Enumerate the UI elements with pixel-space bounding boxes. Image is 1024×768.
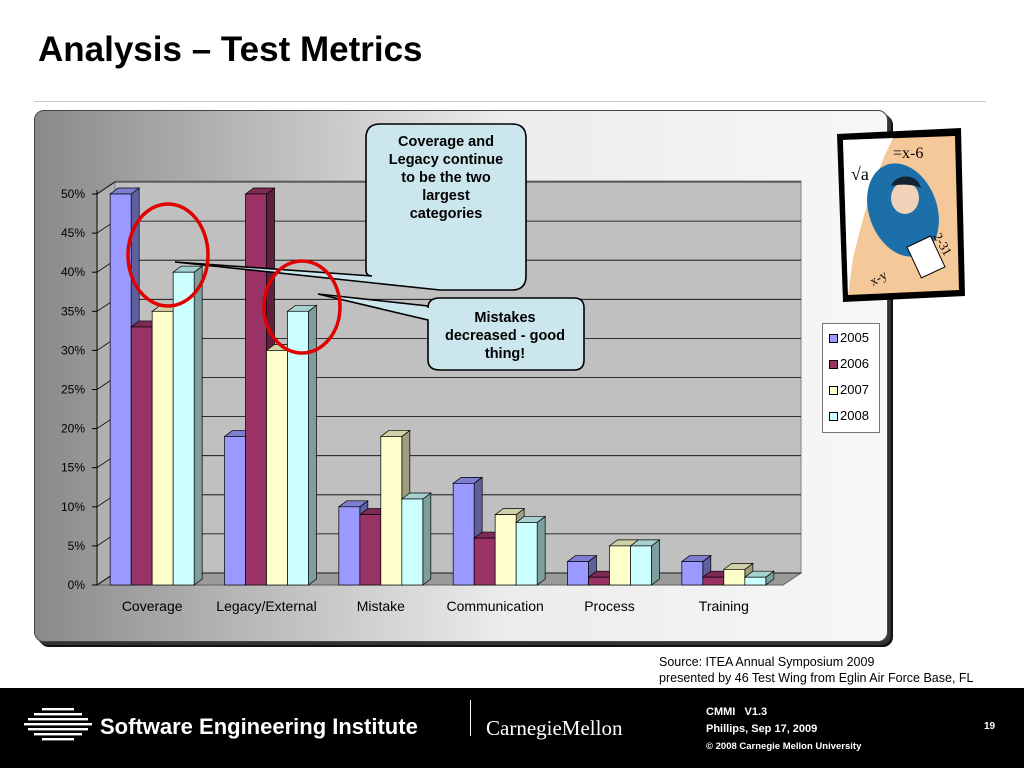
callout-line: decreased - good bbox=[444, 328, 566, 344]
bar-front bbox=[494, 514, 517, 586]
bars bbox=[109, 187, 775, 586]
x-tick-label: Training bbox=[699, 598, 749, 614]
legend-swatch bbox=[829, 412, 838, 421]
bar-front bbox=[287, 310, 309, 586]
x-tick-label: Legacy/External bbox=[216, 598, 316, 614]
callout-line: Legacy continue bbox=[388, 152, 504, 168]
bar-2008-coverage bbox=[172, 265, 204, 586]
legend-label: 2007 bbox=[840, 382, 869, 397]
y-tick-label: 15% bbox=[61, 461, 85, 475]
y-tick-label: 5% bbox=[68, 539, 86, 553]
title-divider bbox=[34, 101, 986, 102]
bar-chart: 0% 5% 10% 15% 20% 25% 30% 35% 40% 45% 50% Coverage… bbox=[61, 123, 803, 614]
bar-front bbox=[172, 271, 195, 586]
bar-front bbox=[359, 514, 382, 586]
footer-bar: Software Engineering Institute CarnegieM… bbox=[0, 688, 1024, 768]
y-axis-ticks: 0% 5% 10% 15% 20% 25% 30% 35% 40% 45% 50% bbox=[61, 187, 98, 592]
bar-front bbox=[609, 545, 631, 586]
bar-side bbox=[193, 265, 203, 586]
legend-swatch bbox=[829, 386, 838, 395]
chart-legend: 2005 2006 2007 2008 bbox=[822, 323, 880, 433]
legend-swatch bbox=[829, 360, 838, 369]
bar-front bbox=[473, 537, 496, 586]
bar-2008-mistake bbox=[400, 492, 432, 586]
source-line-2: presented by 46 Test Wing from Eglin Air… bbox=[659, 671, 974, 685]
sei-wordmark: Software Engineering Institute bbox=[100, 714, 418, 739]
callout-bubble-mistakes bbox=[317, 293, 585, 371]
y-tick-label: 40% bbox=[61, 265, 85, 279]
x-tick-label: Mistake bbox=[357, 598, 405, 614]
bar-front bbox=[567, 561, 589, 586]
bar-front bbox=[245, 193, 267, 586]
bar-front bbox=[380, 436, 403, 586]
bar-side bbox=[422, 492, 432, 586]
bar-front bbox=[401, 498, 424, 586]
slide-title: Analysis – Test Metrics bbox=[38, 30, 423, 69]
footer-divider bbox=[470, 700, 471, 736]
cmu-wordmark: CarnegieMellon bbox=[486, 716, 623, 740]
y-tick-label: 45% bbox=[61, 226, 85, 240]
math-student-clipart: =x-6 √a 2-31 x-y bbox=[837, 128, 965, 302]
callout-line: thing! bbox=[484, 346, 526, 362]
page-number: 19 bbox=[984, 721, 996, 732]
callout-line: Mistakes bbox=[474, 310, 536, 326]
y-tick-label: 30% bbox=[61, 343, 85, 357]
source-line-1: Source: ITEA Annual Symposium 2009 bbox=[659, 655, 875, 669]
x-tick-label: Communication bbox=[447, 598, 544, 614]
bar-side bbox=[651, 539, 660, 586]
legend-label: 2008 bbox=[840, 408, 869, 423]
highlight-circle-legacy bbox=[262, 259, 342, 355]
bar-front bbox=[130, 326, 153, 586]
bar-front bbox=[515, 522, 538, 586]
callout-line: categories bbox=[409, 206, 483, 222]
footer-meta: CMMI V1.3 Phillips, Sep 17, 2009 © 2008 … bbox=[706, 704, 861, 755]
bar-2008-legacy-external bbox=[286, 304, 318, 586]
legend-swatch bbox=[829, 334, 838, 343]
bar-front bbox=[681, 561, 704, 586]
x-tick-label: Process bbox=[584, 598, 635, 614]
svg-text:√a: √a bbox=[851, 164, 869, 184]
footer-line-2: Phillips, Sep 17, 2009 bbox=[706, 723, 818, 735]
bar-side bbox=[536, 515, 546, 586]
y-tick-label: 10% bbox=[61, 500, 85, 514]
callout-line: largest bbox=[422, 188, 470, 204]
callout-line: Coverage and bbox=[398, 134, 494, 150]
y-tick-label: 50% bbox=[61, 187, 85, 201]
bar-2008-training bbox=[743, 570, 775, 586]
bar-front bbox=[224, 436, 246, 586]
gridline-side bbox=[96, 181, 116, 195]
highlight-marks bbox=[126, 123, 585, 371]
y-tick-label: 20% bbox=[61, 422, 85, 436]
highlight-circle-coverage bbox=[126, 202, 210, 308]
bar-front bbox=[266, 350, 288, 586]
callout-line: to be the two bbox=[401, 170, 491, 186]
y-tick-label: 0% bbox=[68, 578, 86, 592]
y-tick-label: 35% bbox=[61, 304, 85, 318]
y-tick-label: 25% bbox=[61, 383, 85, 397]
bar-front bbox=[588, 576, 610, 586]
bar-front bbox=[338, 506, 361, 586]
callout-bubble-coverage bbox=[174, 123, 527, 291]
bar-front bbox=[744, 576, 767, 586]
x-axis-ticks: Coverage Legacy/External Mistake Communicat… bbox=[122, 598, 749, 614]
source-note: Source: ITEA Annual Symposium 2009 prese… bbox=[659, 654, 974, 686]
callout-coverage-legacy: Coverage and Legacy continue to be the t… bbox=[370, 133, 522, 223]
callout-mistakes: Mistakes decreased - good thing! bbox=[428, 309, 582, 363]
x-tick-label: Coverage bbox=[122, 598, 183, 614]
footer-line-1: CMMI V1.3 bbox=[706, 706, 768, 718]
bar-side bbox=[308, 304, 317, 586]
bar-front bbox=[151, 310, 174, 586]
legend-label: 2005 bbox=[840, 330, 869, 345]
bar-front bbox=[723, 569, 746, 586]
bar-front bbox=[702, 576, 725, 586]
bar-2008-process bbox=[629, 539, 661, 586]
svg-text:=x-6: =x-6 bbox=[893, 145, 923, 162]
bar-2008-communication bbox=[515, 515, 547, 586]
bar-front bbox=[630, 545, 652, 586]
footer-line-3: © 2008 Carnegie Mellon University bbox=[706, 741, 862, 752]
bar-front bbox=[452, 482, 475, 586]
legend-label: 2006 bbox=[840, 356, 869, 371]
sei-logo-icon bbox=[24, 708, 92, 741]
